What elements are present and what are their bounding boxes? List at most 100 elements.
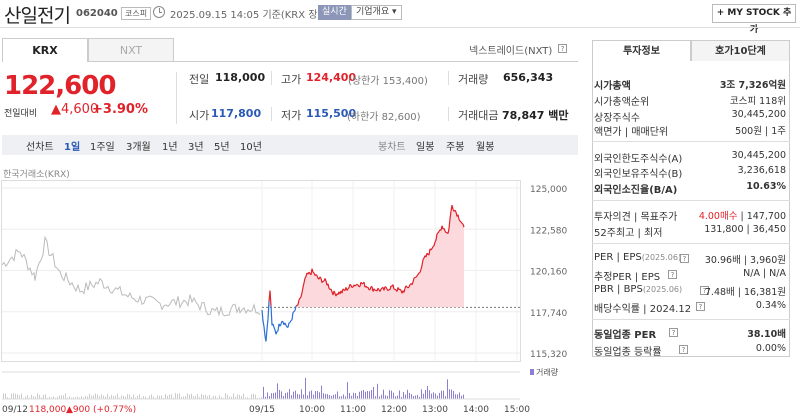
nextrade-link[interactable]: 넥스트레이드(NXT)	[469, 46, 553, 57]
period-10y[interactable]: 10년	[240, 142, 262, 153]
prev-close: 118,000	[215, 71, 266, 84]
volume-bar	[441, 390, 442, 399]
volume-bar	[421, 389, 422, 399]
volume-bar	[371, 390, 372, 399]
volume-bar	[253, 393, 254, 399]
volume-bar	[443, 390, 444, 399]
up-area-fill	[262, 205, 464, 308]
help-icon[interactable]: ?	[680, 254, 689, 263]
volume-bar	[7, 397, 8, 399]
x-tick-label: 15:00	[504, 405, 530, 415]
volume-bar	[163, 397, 164, 399]
candle-weekly[interactable]: 주봉	[446, 142, 465, 153]
help-icon[interactable]: ?	[700, 286, 709, 295]
low-price: 115,500	[306, 107, 357, 120]
volume-bar	[17, 394, 18, 399]
volume-bar	[55, 397, 56, 399]
volume-bar	[455, 394, 456, 399]
volume-bar	[167, 395, 168, 399]
volume-bar	[387, 395, 388, 399]
volume-bar	[453, 390, 454, 399]
candle-chart-label: 봉차트	[378, 142, 406, 153]
period-1w[interactable]: 1주일	[90, 142, 115, 153]
volume-bar	[405, 394, 406, 399]
volume-bar	[23, 397, 24, 399]
volume-bar	[25, 396, 26, 399]
help-icon[interactable]: ?	[696, 302, 705, 311]
tab-krx[interactable]: KRX	[2, 38, 88, 62]
y-tick-label: 125,000	[530, 185, 567, 195]
volume-bar	[235, 396, 236, 399]
volume-bar	[123, 395, 124, 399]
price-chart[interactable]: 125,000 122,580 120,160 117,740 115,320 거래량 09…	[0, 176, 580, 419]
divider	[271, 107, 272, 121]
trade-amount: 78,847 백만	[502, 109, 569, 122]
volume-bar	[155, 397, 156, 399]
mcap-label: 시가총액	[594, 81, 631, 92]
volume-bar	[249, 397, 250, 399]
volume-bar	[77, 396, 78, 399]
upper-limit: (상한가 153,400)	[348, 76, 428, 87]
volume-bar	[431, 393, 432, 399]
company-info-dropdown[interactable]: 기업개요 ▾	[351, 5, 402, 20]
volume-bar	[129, 394, 130, 399]
x-tick-label: 13:00	[422, 405, 448, 415]
volume-bar	[149, 395, 150, 399]
volume-bar	[435, 393, 436, 399]
tab-nxt[interactable]: NXT	[88, 38, 174, 62]
volume-bar	[237, 394, 238, 399]
volume-bar	[351, 395, 352, 399]
volume-bar	[157, 395, 158, 399]
volume-bar	[39, 395, 40, 399]
x-tick-label: 10:00	[299, 405, 325, 415]
volume-bar	[297, 393, 298, 399]
per-label: PER | EPS(2025.06)	[594, 252, 682, 263]
volume-bar	[153, 396, 154, 399]
period-5y[interactable]: 5년	[214, 142, 230, 153]
volume-bar	[173, 397, 174, 399]
period-3y[interactable]: 3년	[188, 142, 204, 153]
volume-bar	[189, 394, 190, 399]
today-series-down	[261, 301, 297, 342]
industry-rate-label: 동일업종 등락률	[594, 347, 662, 358]
x-tick-label: 09/15	[249, 405, 275, 415]
add-mystock-button[interactable]: + MY STOCK 추가	[712, 4, 796, 35]
volume-bar	[319, 392, 320, 399]
volume-bar	[423, 393, 424, 399]
divider	[448, 107, 449, 121]
realtime-button[interactable]: 실시간	[318, 5, 351, 20]
mcap-value: 3조 7,326억원	[719, 80, 786, 91]
section-divider	[592, 141, 790, 142]
volume-bar	[203, 395, 204, 399]
volume-bar	[81, 396, 82, 399]
period-3m[interactable]: 3개월	[126, 142, 151, 153]
volume-bar	[259, 397, 260, 399]
volume-bar	[299, 394, 300, 399]
volume-bar	[207, 396, 208, 399]
help-icon[interactable]: ?	[679, 345, 688, 354]
volume-bar	[11, 393, 12, 399]
tab-orderbook[interactable]: 호가10단계	[691, 40, 790, 62]
volume-bar	[419, 396, 420, 399]
volume-bar	[57, 396, 58, 399]
volume-bar	[175, 393, 176, 399]
volume-bar	[15, 393, 16, 399]
help-icon[interactable]: ?	[668, 270, 677, 279]
amount-label: 거래대금	[458, 109, 499, 122]
market-badge: 코스피	[121, 7, 152, 20]
help-icon[interactable]: ?	[669, 328, 678, 337]
period-1d[interactable]: 1일	[64, 142, 81, 153]
volume-bar	[341, 396, 342, 399]
period-1y[interactable]: 1년	[162, 142, 178, 153]
volume-bar	[375, 396, 376, 399]
volume-bar	[219, 395, 220, 399]
volume-bar	[429, 390, 430, 399]
volume-bar	[187, 393, 188, 399]
candle-monthly[interactable]: 월봉	[476, 142, 495, 153]
help-icon[interactable]: ?	[558, 44, 567, 53]
volume-bar	[399, 390, 400, 399]
volume-bar	[361, 390, 362, 399]
candle-daily[interactable]: 일봉	[416, 142, 435, 153]
plot-frame	[1, 180, 521, 362]
tab-invest-info[interactable]: 투자정보	[592, 40, 691, 62]
